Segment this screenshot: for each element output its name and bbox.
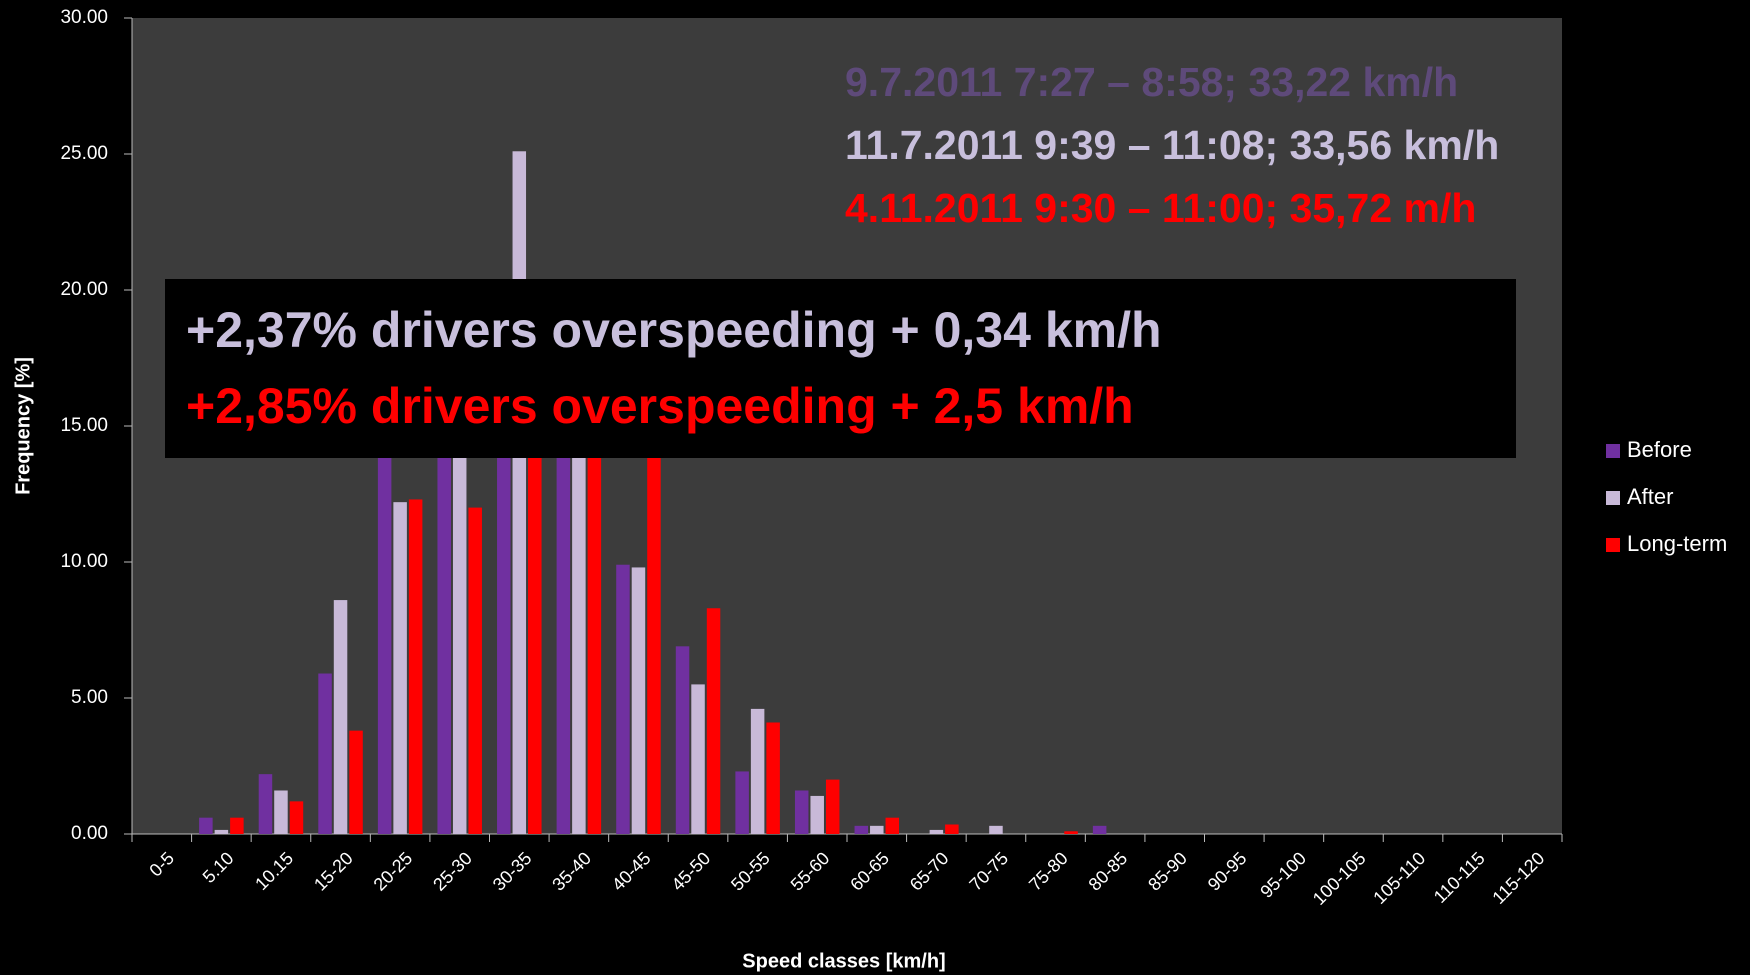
bar <box>616 564 630 834</box>
bar <box>825 779 840 834</box>
y-tick-label: 30.00 <box>60 7 108 28</box>
bar <box>766 722 780 834</box>
bar <box>318 673 332 834</box>
bar <box>706 608 721 834</box>
annotation: 4.11.2011 9:30 – 11:00; 35,72 m/h <box>845 185 1476 231</box>
bar <box>333 600 348 834</box>
legend-label: After <box>1627 484 1673 509</box>
bar <box>675 646 690 834</box>
bar <box>647 439 661 834</box>
bar <box>929 829 944 834</box>
annotation: 9.7.2011 7:27 – 8:58; 33,22 km/h <box>845 59 1458 105</box>
bar <box>870 825 884 834</box>
y-axis-title: Frequency [%] <box>12 357 34 495</box>
legend-label: Long-term <box>1627 531 1727 556</box>
bar <box>393 502 407 834</box>
y-tick-label: 25.00 <box>60 143 108 164</box>
legend-label: Before <box>1627 437 1692 462</box>
bar <box>452 358 467 834</box>
bar <box>349 730 363 834</box>
bar <box>230 817 244 834</box>
bar <box>258 774 273 834</box>
bar <box>810 795 824 834</box>
bar <box>1092 825 1107 834</box>
bar <box>408 499 423 834</box>
bar <box>885 817 900 834</box>
bar <box>512 151 527 834</box>
bar <box>572 439 586 834</box>
bar <box>587 439 602 834</box>
annotation: 11.7.2011 9:39 – 11:08; 33,56 km/h <box>845 122 1499 168</box>
y-tick-label: 20.00 <box>60 279 108 300</box>
y-tick-label: 5.00 <box>71 687 108 708</box>
y-tick-label: 0.00 <box>71 823 108 844</box>
bar <box>1064 831 1078 834</box>
bar <box>289 801 304 834</box>
y-tick-label: 15.00 <box>60 415 108 436</box>
bar <box>735 771 749 834</box>
bar <box>556 398 571 834</box>
bar <box>691 684 705 834</box>
callout-text: +2,37% drivers overspeeding + 0,34 km/h <box>186 302 1162 358</box>
callout-box <box>165 279 1516 458</box>
bar <box>528 398 542 834</box>
bar <box>794 790 809 834</box>
y-tick-label: 10.00 <box>60 551 108 572</box>
legend-swatch <box>1606 444 1620 458</box>
bar <box>854 825 869 834</box>
bar <box>945 824 959 834</box>
x-axis-title: Speed classes [km/h] <box>742 950 945 972</box>
bar <box>377 412 392 834</box>
bar <box>631 567 646 834</box>
callout-text: +2,85% drivers overspeeding + 2,5 km/h <box>186 378 1134 434</box>
legend-swatch <box>1606 538 1620 552</box>
bar <box>468 507 482 834</box>
legend-swatch <box>1606 491 1620 505</box>
bar <box>989 825 1003 834</box>
bar <box>214 829 229 834</box>
bar <box>274 790 288 834</box>
bar <box>750 708 765 834</box>
bar <box>199 817 213 834</box>
